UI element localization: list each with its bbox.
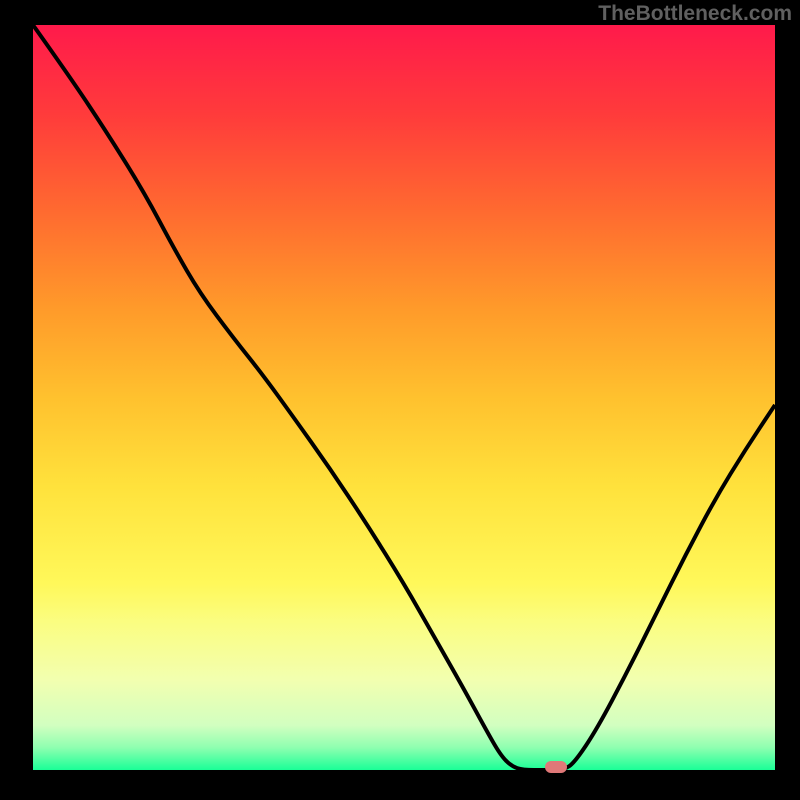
watermark-text: TheBottleneck.com (598, 2, 792, 26)
plot-background-gradient (33, 25, 775, 770)
bottleneck-curve (33, 25, 775, 770)
optimal-point-marker (545, 761, 567, 773)
